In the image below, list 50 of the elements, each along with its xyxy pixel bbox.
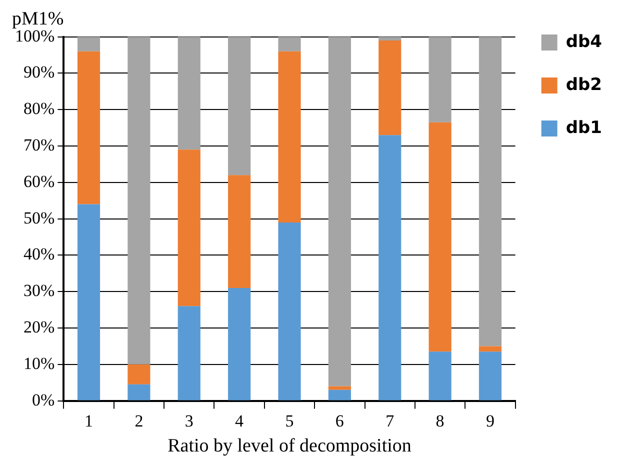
bar — [278, 51, 301, 222]
bar — [128, 364, 150, 384]
y-tick-label: 10% — [23, 354, 55, 373]
y-tick-label: 60% — [23, 172, 55, 191]
x-tick-label: 4 — [235, 411, 244, 430]
x-tick-label: 6 — [335, 411, 344, 430]
legend-label: db4 — [566, 32, 602, 52]
bar — [77, 204, 100, 400]
legend-label: db2 — [566, 74, 602, 95]
bar — [278, 36, 301, 52]
y-tick-label: 30% — [23, 281, 55, 300]
bar — [478, 36, 502, 346]
bar — [378, 40, 402, 136]
bar — [77, 51, 100, 204]
bar — [428, 352, 452, 400]
bar — [328, 386, 351, 390]
bar — [428, 36, 452, 122]
y-tick-label: 0% — [32, 390, 55, 410]
y-tick-label: 70% — [23, 135, 55, 154]
x-tick-label: 3 — [184, 411, 194, 430]
y-tick-label: 20% — [23, 317, 55, 336]
x-tick-label: 1 — [84, 411, 94, 430]
y-tick-label: 50% — [23, 208, 55, 228]
bar — [178, 306, 200, 400]
y-tick-label: 90% — [23, 62, 55, 82]
bar — [77, 36, 100, 52]
bar — [178, 36, 200, 150]
legend-label: db1 — [566, 118, 602, 138]
bar — [378, 36, 402, 40]
bar — [328, 36, 351, 386]
bar — [128, 384, 150, 400]
x-tick-label: 8 — [436, 411, 444, 430]
bar — [478, 352, 502, 400]
bar — [478, 346, 502, 352]
bar — [428, 122, 452, 352]
bar — [378, 135, 402, 400]
x-axis-title: Ratio by level of decomposition — [168, 436, 412, 457]
bar — [128, 36, 150, 364]
x-tick-label: 7 — [386, 411, 395, 430]
bar — [228, 36, 251, 176]
bar — [278, 222, 301, 400]
bar — [328, 390, 351, 400]
bar — [178, 150, 200, 306]
bar — [228, 175, 251, 288]
bar — [228, 288, 251, 400]
y-tick-label: 40% — [23, 244, 55, 264]
y-tick-label: 80% — [23, 99, 55, 118]
x-tick-label: 5 — [285, 411, 294, 430]
x-tick-label: 9 — [486, 411, 494, 430]
x-tick-label: 2 — [134, 411, 144, 430]
